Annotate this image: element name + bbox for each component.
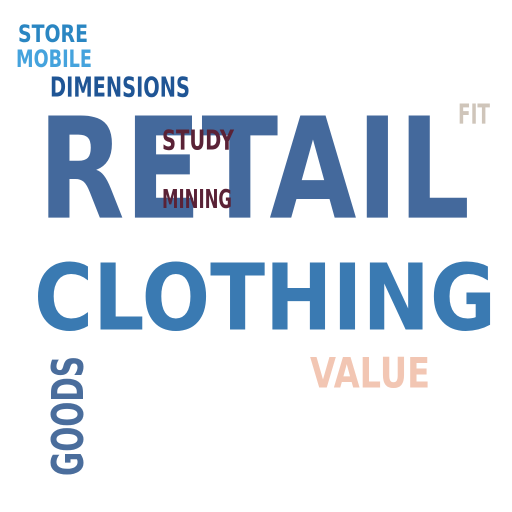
word-goods: GOODS [42, 356, 94, 476]
word-fit: FIT [458, 97, 490, 131]
word-store: STORE [18, 19, 88, 48]
word-mobile: MOBILE [16, 44, 92, 73]
word-clothing: CLOTHING [34, 243, 496, 352]
word-retail: RETAIL [38, 87, 471, 252]
word-study: STUDY [162, 123, 234, 157]
word-value: VALUE [310, 348, 430, 398]
word-dimensions: DIMENSIONS [50, 70, 190, 104]
word-mining: MINING [162, 183, 232, 215]
